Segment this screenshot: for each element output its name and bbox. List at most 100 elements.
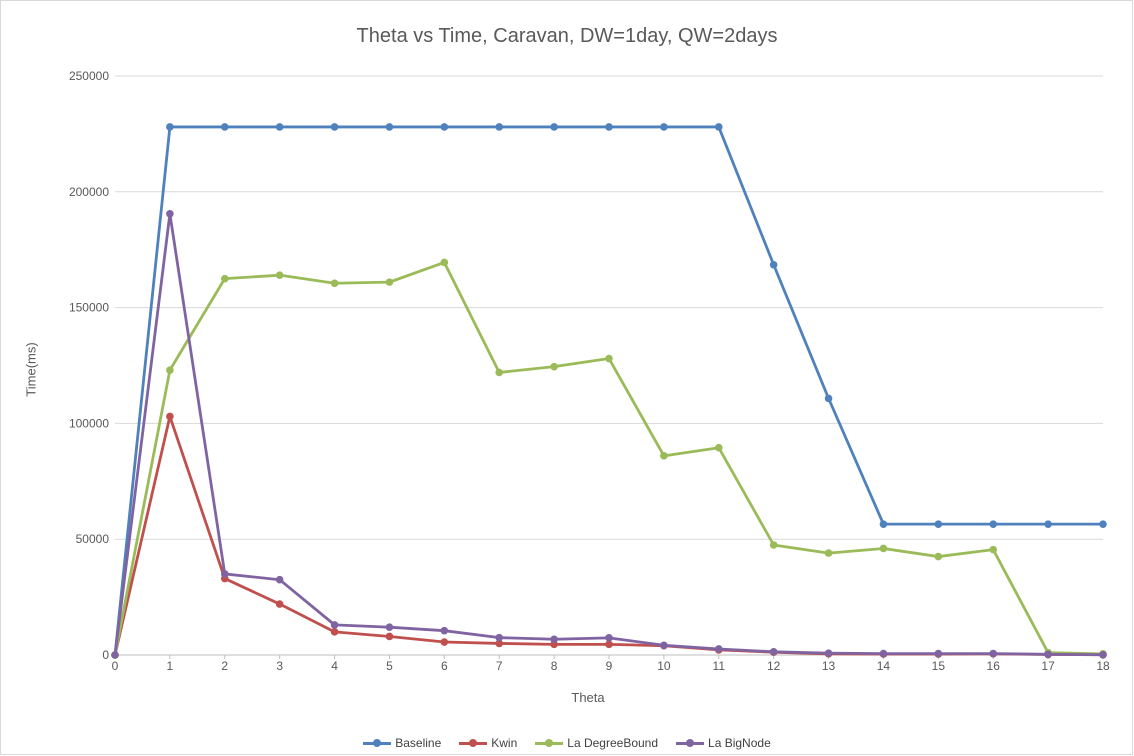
legend-item: Kwin <box>459 736 517 750</box>
y-tick-label: 250000 <box>69 69 109 83</box>
data-point <box>550 123 558 131</box>
data-point <box>111 651 119 659</box>
series-line-0 <box>113 125 1103 656</box>
data-point <box>330 621 339 629</box>
data-point <box>166 123 174 131</box>
data-point <box>275 271 284 279</box>
data-point <box>440 626 449 635</box>
data-point <box>550 635 558 644</box>
data-point <box>166 412 174 421</box>
x-tick-label: 15 <box>932 659 946 673</box>
data-point <box>934 520 943 528</box>
data-point <box>660 123 668 131</box>
data-point <box>879 520 888 528</box>
data-point <box>385 623 394 632</box>
data-point <box>934 649 943 658</box>
series-line-3 <box>113 212 1104 657</box>
x-tick-label: 0 <box>112 659 119 673</box>
y-tick-label: 200000 <box>69 185 109 199</box>
data-point <box>440 258 449 267</box>
data-point <box>879 544 888 553</box>
data-point <box>220 123 229 131</box>
x-tick-label: 5 <box>386 659 393 673</box>
data-point <box>220 274 229 283</box>
legend-swatch <box>535 738 564 748</box>
x-tick-label: 14 <box>877 659 891 673</box>
data-point <box>220 570 229 578</box>
data-point <box>605 123 613 131</box>
x-tick-label: 8 <box>551 659 558 673</box>
data-point <box>330 123 339 131</box>
data-point <box>989 520 998 528</box>
data-point <box>989 545 998 554</box>
data-point <box>824 549 833 557</box>
x-tick-label: 3 <box>276 659 283 673</box>
y-tick-label: 150000 <box>69 301 109 315</box>
legend: Baseline Kwin La DegreeBound La BigNode <box>0 736 1134 750</box>
data-point <box>385 278 394 286</box>
data-point <box>824 649 833 657</box>
data-point <box>605 634 613 642</box>
data-point <box>275 575 284 584</box>
data-point <box>605 640 613 649</box>
x-tick-label: 12 <box>767 659 781 673</box>
data-point <box>440 638 449 646</box>
x-axis-label: Theta <box>571 690 605 705</box>
x-tick-label: 13 <box>822 659 836 673</box>
legend-swatch <box>363 738 392 748</box>
data-point <box>550 362 558 371</box>
legend-item: Baseline <box>363 736 441 750</box>
x-tick-label: 7 <box>496 659 503 673</box>
legend-swatch <box>676 738 705 748</box>
legend-item: La BigNode <box>676 736 771 750</box>
x-tick-label: 6 <box>441 659 448 673</box>
data-point <box>330 279 339 288</box>
data-point <box>385 632 394 641</box>
data-point <box>660 452 668 460</box>
data-point <box>495 633 504 642</box>
x-tick-label: 1 <box>167 659 174 673</box>
x-tick-label: 9 <box>606 659 613 673</box>
data-point <box>495 639 504 648</box>
data-point <box>769 541 778 549</box>
data-point <box>385 123 394 131</box>
data-point <box>166 210 174 218</box>
y-tick-label: 100000 <box>69 416 109 430</box>
data-point <box>989 649 998 658</box>
legend-label: La BigNode <box>708 736 771 750</box>
data-point <box>166 366 174 374</box>
x-tick-label: 18 <box>1096 659 1110 673</box>
data-point <box>769 647 778 656</box>
data-point <box>824 394 833 403</box>
data-point <box>1044 520 1052 528</box>
data-point <box>275 123 284 131</box>
data-point <box>330 628 339 636</box>
legend-label: Kwin <box>491 736 518 750</box>
data-point <box>605 354 613 363</box>
x-tick-label: 11 <box>713 659 726 673</box>
data-point <box>275 600 284 608</box>
x-tick-label: 4 <box>331 659 338 673</box>
y-tick-label: 0 <box>102 648 109 662</box>
data-point <box>1044 650 1052 659</box>
data-point <box>495 368 504 377</box>
data-point <box>714 645 723 653</box>
data-point <box>660 641 668 650</box>
legend-label: Baseline <box>395 736 442 750</box>
x-tick-label: 10 <box>657 659 671 673</box>
data-point <box>879 649 888 658</box>
x-tick-label: 17 <box>1041 659 1055 673</box>
legend-swatch <box>459 738 488 748</box>
legend-item: La DegreeBound <box>535 736 658 750</box>
x-tick-label: 2 <box>221 659 228 673</box>
x-tick-label: 16 <box>987 659 1001 673</box>
data-point <box>934 552 943 561</box>
data-point <box>440 123 449 131</box>
chart-title: Theta vs Time, Caravan, DW=1day, QW=2day… <box>356 25 778 47</box>
data-point <box>1099 650 1107 659</box>
data-point <box>714 443 723 452</box>
y-tick-label: 50000 <box>76 532 110 546</box>
series-line-1 <box>113 415 1104 657</box>
data-point <box>1099 520 1107 528</box>
